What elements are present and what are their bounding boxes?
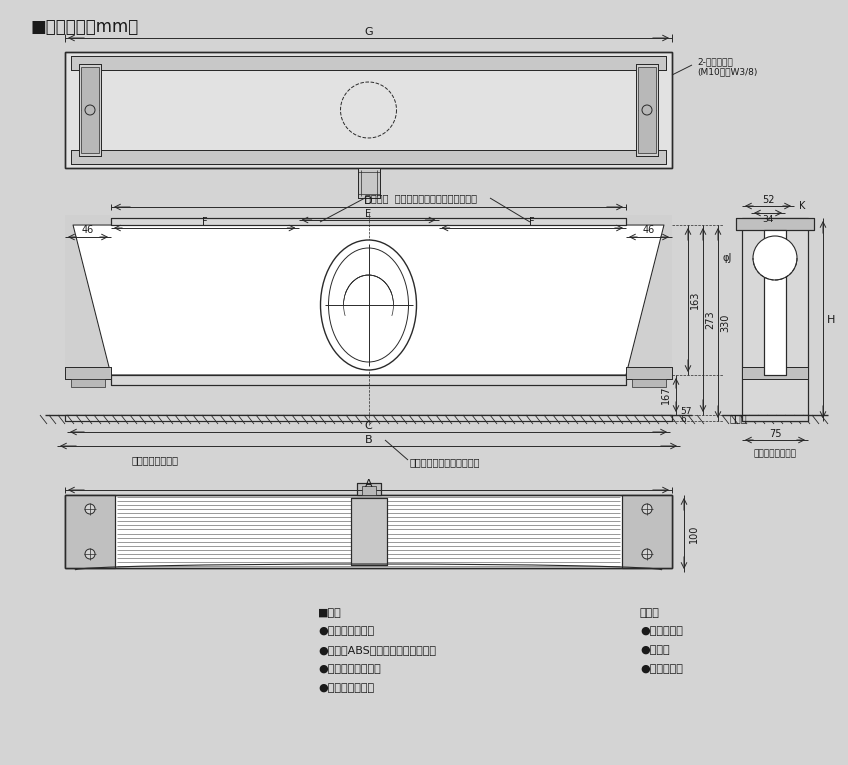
Text: 57: 57 bbox=[680, 406, 691, 415]
Bar bbox=[79, 64, 101, 156]
Text: 100: 100 bbox=[689, 524, 699, 542]
Text: ●グリルABS樹脂・銃板・アルミ製: ●グリルABS樹脂・銃板・アルミ製 bbox=[318, 645, 436, 655]
Text: ●平座金: ●平座金 bbox=[640, 645, 670, 655]
Bar bbox=[361, 486, 376, 495]
Bar bbox=[71, 56, 666, 70]
Text: 46: 46 bbox=[82, 225, 94, 235]
Polygon shape bbox=[73, 225, 664, 375]
Text: A: A bbox=[365, 479, 372, 489]
Text: ●据付説明書: ●据付説明書 bbox=[640, 664, 683, 674]
Circle shape bbox=[642, 504, 652, 514]
Bar bbox=[622, 495, 672, 568]
Text: 75: 75 bbox=[769, 429, 781, 439]
Ellipse shape bbox=[321, 240, 416, 370]
Text: 52: 52 bbox=[762, 195, 774, 205]
Bar bbox=[111, 218, 626, 225]
Text: ラインスリット吹出グリル: ラインスリット吹出グリル bbox=[410, 457, 481, 467]
Bar bbox=[350, 498, 387, 565]
Text: ●六角ナット: ●六角ナット bbox=[640, 626, 683, 636]
Bar bbox=[626, 215, 672, 375]
Bar bbox=[65, 495, 115, 568]
Text: 2-吹ボルト穴
(M10又はW3/8): 2-吹ボルト穴 (M10又はW3/8) bbox=[697, 57, 757, 76]
Text: 163: 163 bbox=[690, 291, 700, 309]
Bar bbox=[636, 64, 658, 156]
Bar bbox=[356, 483, 381, 495]
Bar bbox=[632, 379, 666, 387]
Text: 330: 330 bbox=[720, 314, 730, 332]
Bar bbox=[111, 218, 626, 225]
Bar bbox=[65, 52, 672, 168]
Bar bbox=[356, 483, 381, 495]
Bar bbox=[65, 415, 672, 421]
Bar bbox=[742, 218, 808, 421]
Bar bbox=[65, 415, 672, 421]
Circle shape bbox=[85, 504, 95, 514]
Bar bbox=[742, 367, 808, 379]
Bar bbox=[81, 67, 99, 153]
Text: ダンパー  ラインスリット吹出チャンバー: ダンパー ラインスリット吹出チャンバー bbox=[365, 193, 477, 203]
Bar bbox=[65, 367, 111, 379]
Bar bbox=[636, 64, 658, 156]
Text: （天井開口寸法）: （天井開口寸法） bbox=[754, 450, 796, 458]
Bar bbox=[71, 150, 666, 164]
Bar bbox=[71, 56, 666, 70]
Bar bbox=[71, 379, 105, 387]
Bar bbox=[65, 495, 672, 568]
Bar bbox=[65, 52, 672, 168]
Text: 付属品: 付属品 bbox=[640, 608, 660, 618]
Bar bbox=[358, 168, 380, 198]
Bar bbox=[358, 168, 380, 198]
Text: 6: 6 bbox=[680, 415, 686, 424]
Text: 167: 167 bbox=[661, 386, 671, 404]
Circle shape bbox=[642, 549, 652, 559]
Text: 273: 273 bbox=[705, 311, 715, 329]
Text: C: C bbox=[365, 421, 372, 431]
Text: ■外形寸法（mm）: ■外形寸法（mm） bbox=[30, 18, 138, 36]
Bar bbox=[736, 218, 814, 230]
Text: G: G bbox=[364, 27, 373, 37]
Text: K: K bbox=[799, 201, 806, 211]
Bar bbox=[626, 367, 672, 379]
Bar bbox=[742, 415, 808, 421]
Circle shape bbox=[85, 549, 95, 559]
Text: D: D bbox=[365, 196, 373, 206]
Bar bbox=[742, 415, 808, 421]
Bar bbox=[111, 375, 626, 385]
Bar bbox=[736, 218, 814, 230]
Text: F: F bbox=[202, 217, 208, 227]
Text: E: E bbox=[365, 209, 371, 219]
Circle shape bbox=[753, 236, 797, 280]
Bar bbox=[71, 150, 666, 164]
Bar bbox=[350, 498, 387, 565]
Bar bbox=[65, 495, 115, 568]
Bar bbox=[742, 367, 808, 379]
Bar bbox=[626, 367, 672, 379]
Bar bbox=[742, 218, 808, 421]
Text: ●チャンバー銃板製: ●チャンバー銃板製 bbox=[318, 664, 381, 674]
Bar bbox=[638, 67, 656, 153]
Text: F: F bbox=[529, 217, 535, 227]
Text: B: B bbox=[365, 435, 372, 445]
Text: 46: 46 bbox=[643, 225, 656, 235]
Bar bbox=[764, 230, 786, 375]
Bar bbox=[65, 495, 672, 568]
Text: ■仕様: ■仕様 bbox=[318, 608, 342, 618]
Text: 34: 34 bbox=[762, 214, 773, 223]
Text: H: H bbox=[827, 314, 835, 324]
Bar bbox=[79, 64, 101, 156]
Bar bbox=[65, 367, 111, 379]
Bar bbox=[111, 375, 626, 385]
Text: φJ: φJ bbox=[722, 253, 732, 263]
Text: 天井面: 天井面 bbox=[730, 413, 748, 423]
Text: （天井開口寸法）: （天井開口寸法） bbox=[131, 455, 178, 465]
Bar bbox=[764, 230, 786, 375]
Text: ●水平羽根可動形: ●水平羽根可動形 bbox=[318, 626, 374, 636]
Text: ●ダンパー銃板製: ●ダンパー銃板製 bbox=[318, 683, 374, 693]
Bar bbox=[65, 215, 111, 375]
Bar bbox=[622, 495, 672, 568]
